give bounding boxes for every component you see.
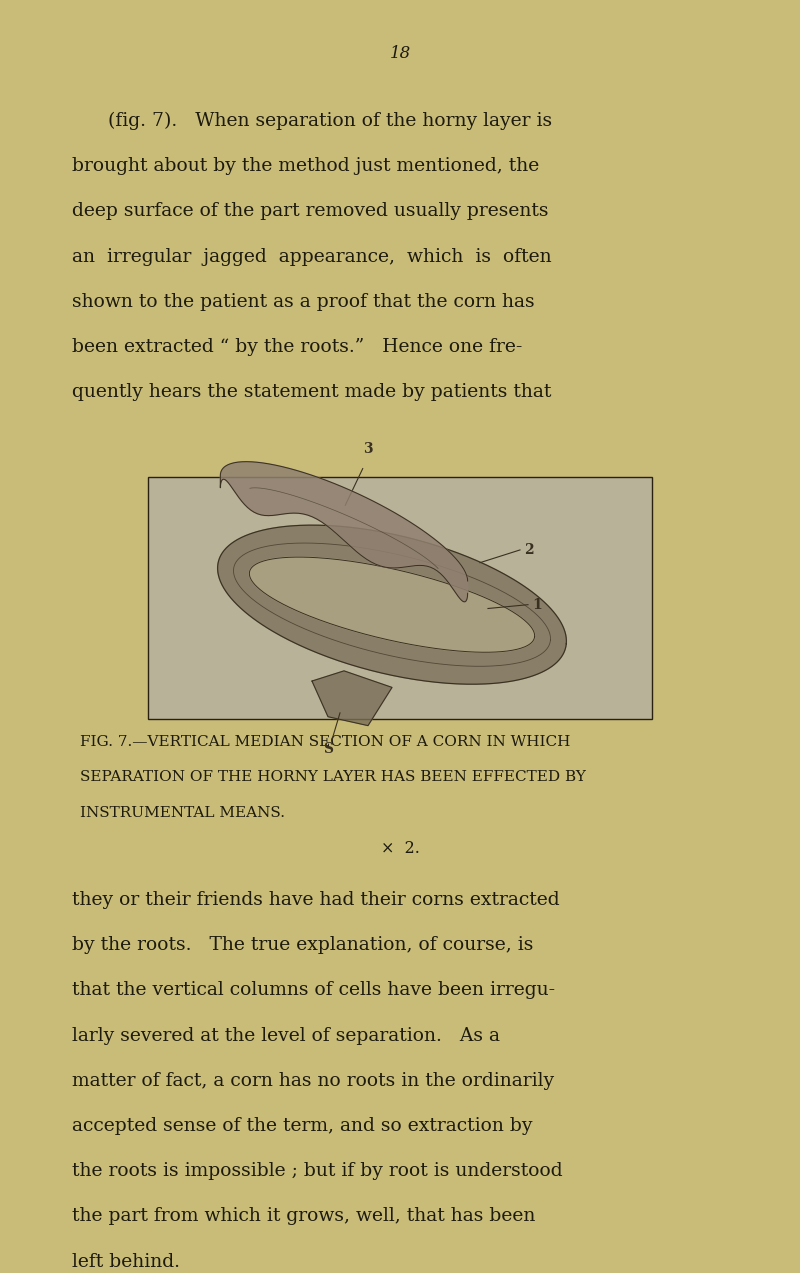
Text: 2: 2 — [524, 544, 534, 556]
Text: an  irregular  jagged  appearance,  which  is  often: an irregular jagged appearance, which is… — [72, 247, 552, 266]
Text: SEPARATION OF THE HORNY LAYER HAS BEEN EFFECTED BY: SEPARATION OF THE HORNY LAYER HAS BEEN E… — [80, 770, 586, 784]
Polygon shape — [250, 558, 534, 652]
Text: left behind.: left behind. — [72, 1253, 180, 1270]
Text: accepted sense of the term, and so extraction by: accepted sense of the term, and so extra… — [72, 1118, 533, 1136]
Text: 1: 1 — [532, 598, 542, 611]
Text: they or their friends have had their corns extracted: they or their friends have had their cor… — [72, 891, 560, 909]
Text: 18: 18 — [390, 45, 410, 62]
Text: brought about by the method just mentioned, the: brought about by the method just mention… — [72, 157, 539, 176]
Text: 3: 3 — [363, 442, 373, 456]
Text: quently hears the statement made by patients that: quently hears the statement made by pati… — [72, 383, 551, 401]
Bar — [148, 477, 652, 719]
Text: matter of fact, a corn has no roots in the ordinarily: matter of fact, a corn has no roots in t… — [72, 1072, 554, 1090]
Polygon shape — [218, 526, 566, 684]
Text: ×  2.: × 2. — [381, 840, 419, 857]
Polygon shape — [312, 671, 392, 726]
Text: (fig. 7).   When separation of the horny layer is: (fig. 7). When separation of the horny l… — [108, 112, 552, 130]
Text: FIG. 7.—VERTICAL MEDIAN SECTION OF A CORN IN WHICH: FIG. 7.—VERTICAL MEDIAN SECTION OF A COR… — [80, 735, 570, 749]
Text: the part from which it grows, well, that has been: the part from which it grows, well, that… — [72, 1207, 535, 1226]
Text: S: S — [323, 742, 333, 756]
Text: by the roots.   The true explanation, of course, is: by the roots. The true explanation, of c… — [72, 936, 534, 955]
Text: been extracted “ by the roots.”   Hence one fre-: been extracted “ by the roots.” Hence on… — [72, 337, 522, 356]
Text: INSTRUMENTAL MEANS.: INSTRUMENTAL MEANS. — [80, 806, 285, 820]
Text: the roots is impossible ; but if by root is understood: the roots is impossible ; but if by root… — [72, 1162, 562, 1180]
Text: larly severed at the level of separation.   As a: larly severed at the level of separation… — [72, 1026, 500, 1045]
Text: that the vertical columns of cells have been irregu-: that the vertical columns of cells have … — [72, 981, 555, 999]
Polygon shape — [220, 462, 468, 602]
Text: shown to the patient as a proof that the corn has: shown to the patient as a proof that the… — [72, 293, 534, 311]
Text: deep surface of the part removed usually presents: deep surface of the part removed usually… — [72, 202, 549, 220]
